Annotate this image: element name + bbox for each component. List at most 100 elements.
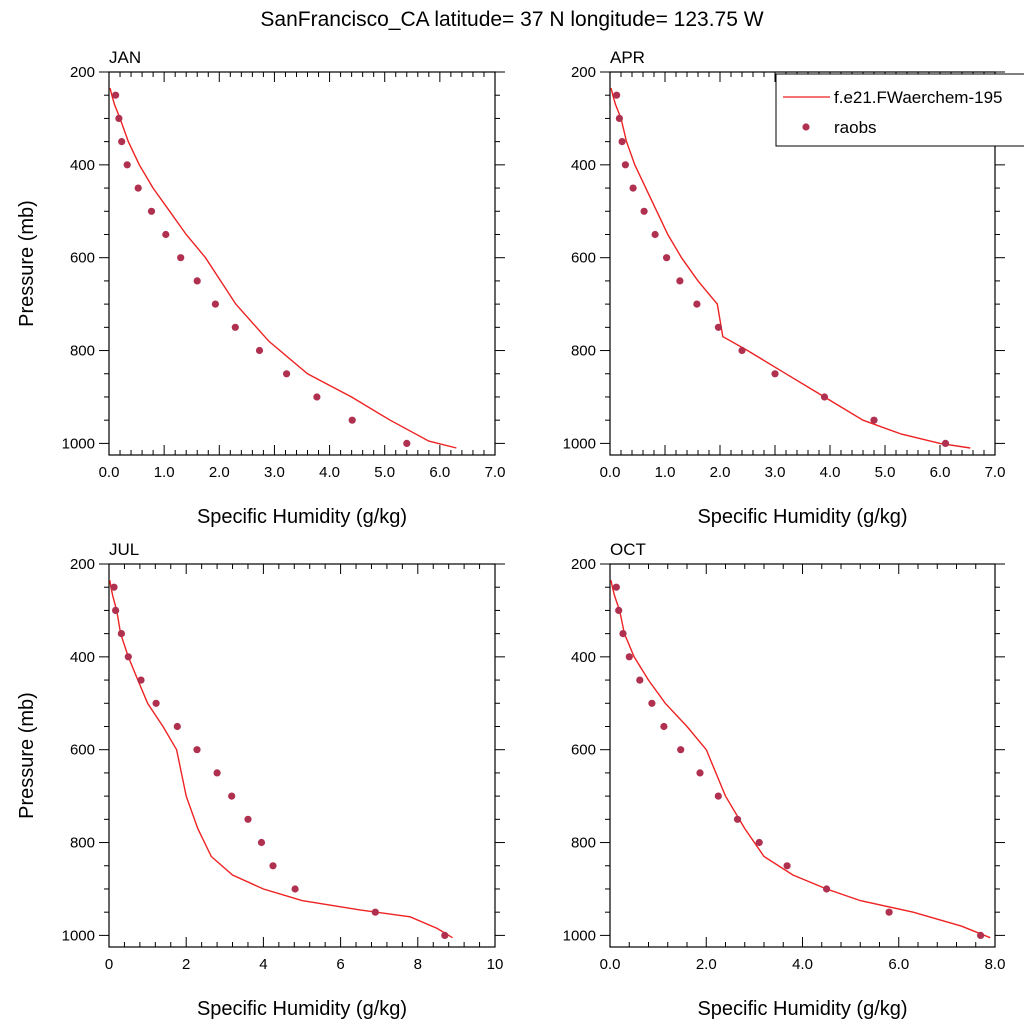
obs-point	[441, 931, 449, 940]
obs-point	[134, 184, 142, 192]
legend-obs-marker	[802, 123, 810, 131]
plot-frame	[108, 71, 496, 456]
obs-point	[820, 393, 829, 401]
y-tick-label: 400	[70, 157, 95, 174]
obs-point	[625, 653, 633, 661]
y-tick-label: 800	[70, 835, 95, 852]
obs-point	[696, 769, 704, 777]
obs-point	[313, 393, 321, 401]
obs-point	[255, 346, 264, 355]
x-tick-label: 0.0	[600, 956, 621, 973]
x-tick-label: 4.0	[319, 464, 340, 481]
x-tick-label: 0.0	[600, 464, 621, 481]
obs-point	[738, 346, 746, 355]
x-tick-label: 3.0	[264, 464, 285, 481]
legend-box	[775, 73, 1024, 147]
obs-point	[636, 676, 644, 684]
obs-point	[115, 114, 123, 122]
y-tick-label: 1000	[62, 435, 95, 452]
x-tick-label: 4	[259, 956, 267, 973]
obs-point	[162, 230, 170, 239]
y-tick-label: 200	[70, 64, 95, 81]
obs-point	[112, 606, 120, 615]
y-tick-label: 1000	[62, 927, 95, 944]
legend-obs-label: raobs	[834, 118, 877, 137]
x-tick-label: 2.0	[710, 464, 731, 481]
panel-apr: APR 0.0 1.0 2.0 3.0 4.0 5.0 6.0 7.0 200 400 600 800 1…	[563, 48, 1006, 528]
x-axis-label: Specific Humidity (g/kg)	[197, 506, 407, 528]
obs-point	[231, 323, 239, 331]
obs-point	[714, 323, 723, 331]
obs-point	[123, 161, 131, 169]
obs-point	[211, 300, 219, 308]
obs-point	[124, 653, 132, 661]
x-tick-label: 5.0	[374, 464, 395, 481]
figure-title: SanFrancisco_CA latitude= 37 N longitude…	[260, 8, 763, 31]
y-tick-label: 600	[70, 250, 95, 267]
obs-point	[110, 583, 118, 591]
series-model-line	[109, 88, 457, 449]
x-tick-label: 6.0	[930, 464, 951, 481]
x-tick-label: 10	[487, 956, 504, 973]
x-tick-label: 4.0	[820, 464, 841, 481]
obs-point	[941, 439, 950, 447]
obs-point	[348, 416, 356, 424]
panel-label: APR	[610, 48, 645, 67]
y-tick-label: 400	[571, 649, 596, 666]
obs-point	[137, 676, 145, 684]
x-tick-label: 2.0	[209, 464, 230, 481]
x-tick-label: 0.0	[99, 464, 120, 481]
y-tick-label: 400	[571, 157, 596, 174]
y-axis-label: Pressure (mb)	[16, 200, 38, 327]
obs-point	[403, 439, 411, 447]
obs-point	[771, 370, 779, 378]
obs-point	[648, 699, 656, 707]
obs-point	[619, 630, 627, 638]
series-model-line	[610, 88, 971, 449]
obs-point	[640, 207, 648, 215]
obs-point	[651, 230, 659, 239]
obs-point	[117, 630, 125, 638]
panel-oct: OCT 0.0 2.0 4.0 6.0 8.0 200 400 600 800 1000 Specif…	[563, 540, 1006, 1020]
obs-point	[615, 606, 623, 615]
obs-point	[152, 699, 160, 707]
obs-point	[613, 91, 621, 99]
x-tick-label: 7.0	[485, 464, 506, 481]
plot-frame	[609, 71, 996, 456]
panels: JAN 0.0 1.0 2.0 3.0 4.0 5.0 6.0 7.0 200 400 600 800 1…	[16, 48, 1005, 1020]
panel-label: OCT	[610, 540, 646, 559]
plot-frame	[108, 563, 496, 948]
x-tick-label: 6	[336, 956, 344, 973]
y-axis-label: Pressure (mb)	[16, 692, 38, 819]
x-tick-label: 0	[105, 956, 113, 973]
series-model-line	[610, 580, 991, 939]
obs-point	[621, 161, 630, 169]
obs-point	[677, 746, 685, 754]
obs-point	[823, 885, 831, 893]
obs-point	[291, 885, 299, 893]
obs-point	[618, 138, 626, 146]
y-tick-label: 800	[70, 343, 95, 360]
obs-point	[193, 277, 201, 285]
series-model-line	[109, 580, 453, 939]
y-tick-label: 1000	[563, 435, 596, 452]
x-axis-label: Specific Humidity (g/kg)	[697, 506, 907, 528]
obs-point	[118, 138, 126, 146]
obs-point	[714, 792, 722, 800]
obs-point	[615, 114, 624, 122]
panel-jul: JUL 0 2 4 6 8 10 200 400 600 800 1000 Specific Humid…	[16, 540, 505, 1020]
x-tick-label: 4.0	[792, 956, 813, 973]
panel-label: JAN	[109, 48, 141, 67]
obs-point	[663, 254, 671, 262]
x-tick-label: 1.0	[655, 464, 676, 481]
y-tick-label: 400	[70, 649, 95, 666]
obs-point	[371, 908, 379, 916]
obs-point	[173, 722, 181, 731]
x-tick-label: 6.0	[429, 464, 450, 481]
obs-point	[228, 792, 236, 800]
obs-point	[112, 91, 120, 99]
y-tick-label: 600	[70, 742, 95, 759]
obs-point	[244, 815, 252, 823]
obs-point	[870, 416, 878, 424]
